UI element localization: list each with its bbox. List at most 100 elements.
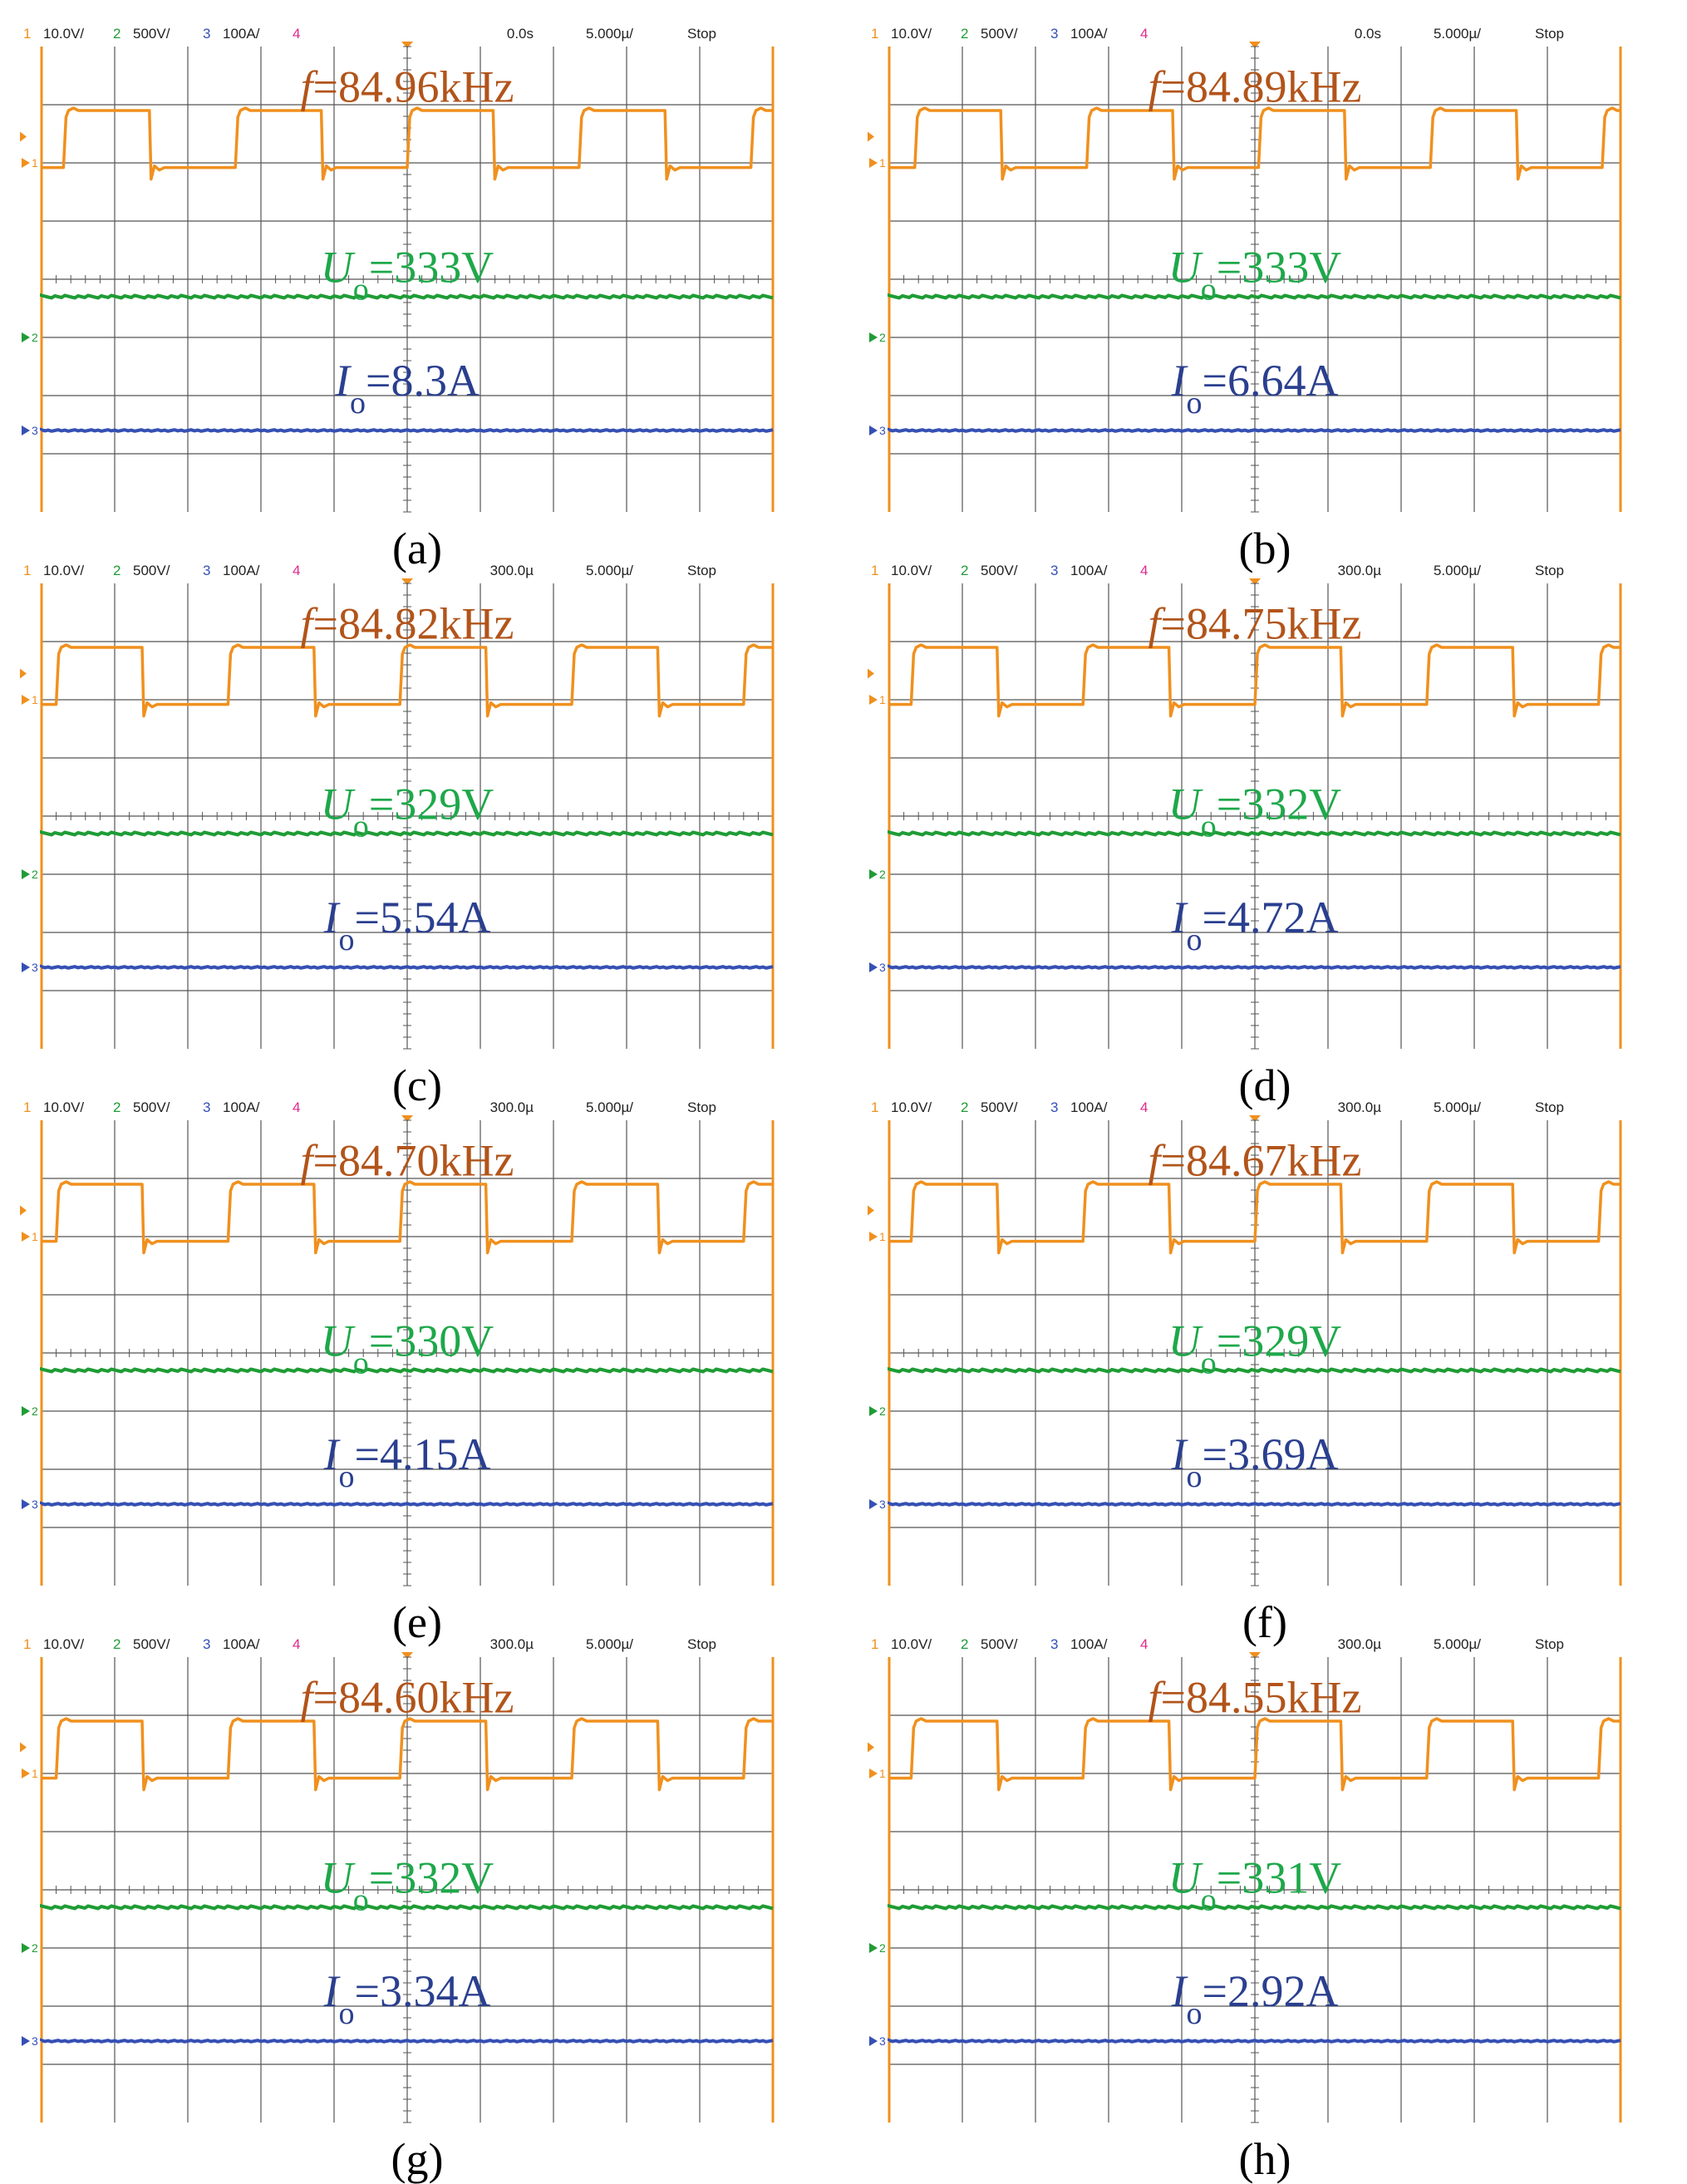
ch4-number: 4 <box>293 1636 300 1652</box>
ch3-ground-marker-label: 3 <box>32 1498 38 1511</box>
current-subscript: o <box>339 922 355 957</box>
current-symbol: I <box>1171 356 1189 406</box>
ch3-scale: 100A/ <box>1070 563 1108 578</box>
ch3-ground-marker <box>22 1499 30 1509</box>
trigger-level-marker <box>868 668 874 679</box>
ch1-ground-marker-label: 1 <box>32 1230 38 1243</box>
ch4-number: 4 <box>1140 26 1148 42</box>
graticule <box>41 1656 774 2123</box>
ch2-ground-marker <box>869 869 878 879</box>
trigger-delay: 300.0µ <box>490 1636 534 1652</box>
current-subscript: o <box>350 386 366 421</box>
ch1-ground-marker <box>869 1768 878 1778</box>
voltage-subscript: o <box>1201 1346 1217 1381</box>
ch2-ground-marker <box>22 1406 30 1416</box>
current-symbol: I <box>1171 893 1189 942</box>
trigger-delay: 300.0µ <box>490 1099 534 1115</box>
graticule <box>41 1119 774 1586</box>
timebase: 5.000µ/ <box>586 26 633 42</box>
ch1-ground-marker <box>22 1768 30 1778</box>
trigger-level-marker <box>20 131 27 142</box>
ch2-ground-marker <box>869 332 878 342</box>
current-subscript: o <box>1187 1459 1203 1494</box>
run-status: Stop <box>687 563 716 578</box>
ch2-output-voltage-trace <box>888 293 1621 300</box>
run-status: Stop <box>1535 1636 1564 1652</box>
ch1-switching-waveform <box>42 1180 773 1255</box>
ch1-ground-marker-label: 1 <box>879 156 886 170</box>
ch1-scale: 10.0V/ <box>891 26 932 42</box>
ch1-scale: 10.0V/ <box>891 1099 932 1115</box>
run-status: Stop <box>687 1099 716 1115</box>
output-voltage-annotation: Uo=333V <box>1168 243 1341 307</box>
output-current-annotation: Io=6.64A <box>1171 356 1339 421</box>
current-value: =8.3A <box>366 356 480 406</box>
ch3-number: 3 <box>1050 1099 1058 1115</box>
voltage-value: =329V <box>1217 1316 1341 1366</box>
ch2-ground-marker <box>22 1943 30 1953</box>
frequency-annotation: f=84.89kHz <box>1148 62 1362 112</box>
current-value: =4.15A <box>355 1429 491 1479</box>
trigger-position-marker <box>401 1652 413 1659</box>
ch2-scale: 500V/ <box>981 1636 1018 1652</box>
ch3-ground-marker <box>22 962 30 972</box>
scope-screen: 1 10.0V/2 500V/3 100A/4 300.0µ 5.000µ/Stop 1 2 3… <box>868 563 1622 1050</box>
ch3-number: 3 <box>1050 26 1058 42</box>
ch3-output-current-trace <box>888 1501 1621 1507</box>
ch3-number: 3 <box>203 26 210 42</box>
ch3-ground-marker <box>869 425 878 435</box>
frequency-value: =84.60kHz <box>313 1673 514 1723</box>
ch1-number: 1 <box>23 1636 31 1652</box>
timebase: 5.000µ/ <box>586 1636 633 1652</box>
ch2-ground-marker-label: 2 <box>879 331 886 344</box>
output-current-annotation: Io=3.69A <box>1171 1429 1339 1494</box>
ch1-scale: 10.0V/ <box>43 1099 84 1115</box>
voltage-subscript: o <box>1201 273 1217 307</box>
ch1-ground-marker-label: 1 <box>879 1767 886 1780</box>
trigger-delay: 0.0s <box>507 26 534 42</box>
ch3-ground-marker-label: 3 <box>32 961 38 974</box>
ch3-output-current-trace <box>40 427 774 433</box>
ch3-output-current-trace <box>40 2038 774 2044</box>
timebase: 5.000µ/ <box>586 1099 633 1115</box>
ch2-number: 2 <box>961 1099 968 1115</box>
output-current-annotation: Io=3.34A <box>323 1966 491 2031</box>
ch2-number: 2 <box>961 1636 968 1652</box>
ch1-ground-marker-label: 1 <box>32 1767 38 1780</box>
ch1-number: 1 <box>871 1636 878 1652</box>
ch2-ground-marker-label: 2 <box>32 1941 38 1955</box>
trigger-position-marker <box>401 42 413 48</box>
ch1-ground-marker-label: 1 <box>879 693 886 706</box>
voltage-value: =332V <box>369 1853 494 1903</box>
output-voltage-annotation: Uo=329V <box>1168 1316 1341 1381</box>
current-subscript: o <box>1187 386 1203 421</box>
voltage-value: =331V <box>1217 1853 1341 1903</box>
ch3-output-current-trace <box>888 2038 1621 2044</box>
ch3-number: 3 <box>203 563 210 578</box>
ch1-scale: 10.0V/ <box>43 1636 84 1652</box>
voltage-subscript: o <box>353 273 369 307</box>
ch3-scale: 100A/ <box>223 1636 260 1652</box>
ch2-ground-marker-label: 2 <box>879 1404 886 1418</box>
panel-caption: (h) <box>1238 2134 1291 2184</box>
current-symbol: I <box>323 1966 342 2016</box>
output-voltage-annotation: Uo=329V <box>321 780 494 844</box>
ch1-switching-waveform <box>42 106 773 181</box>
voltage-value: =329V <box>369 780 494 829</box>
voltage-value: =332V <box>1217 780 1341 829</box>
scope-screen: 1 10.0V/2 500V/3 100A/4 0.0s 5.000µ/Stop 1 2 3 f=… <box>868 26 1622 513</box>
ch2-output-voltage-trace <box>888 1903 1621 1911</box>
output-voltage-annotation: Uo=333V <box>321 243 494 307</box>
frequency-value: =84.70kHz <box>313 1136 514 1186</box>
voltage-symbol: U <box>321 243 356 293</box>
ch1-switching-waveform <box>889 1180 1621 1255</box>
trigger-delay: 300.0µ <box>1338 563 1382 578</box>
scope-panel-d: 1 10.0V/2 500V/3 100A/4 300.0µ 5.000µ/Stop 1 2 3… <box>866 560 1664 1109</box>
ch2-scale: 500V/ <box>981 563 1018 578</box>
ch3-ground-marker-label: 3 <box>32 424 38 437</box>
voltage-symbol: U <box>321 1853 356 1903</box>
ch3-number: 3 <box>203 1636 210 1652</box>
ch2-ground-marker-label: 2 <box>879 868 886 881</box>
ch3-output-current-trace <box>40 1501 774 1507</box>
timebase: 5.000µ/ <box>1434 1099 1481 1115</box>
